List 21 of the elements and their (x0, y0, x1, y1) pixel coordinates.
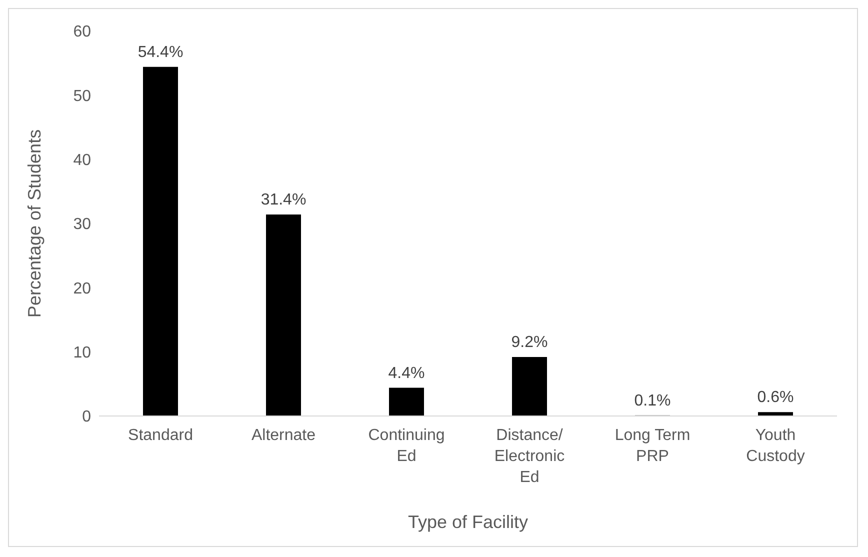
data-label: 31.4% (260, 192, 306, 209)
x-tick-label: Standard (128, 427, 193, 444)
y-tick-label: 20 (73, 280, 92, 298)
y-axis-title: Percentage of Students (24, 129, 44, 318)
y-tick-label: 10 (73, 344, 92, 362)
x-tick-label: Youth Custody (746, 427, 805, 465)
data-label: 4.4% (388, 364, 425, 382)
y-tick-label: 30 (73, 216, 92, 234)
y-tick-label: 0 (82, 408, 92, 426)
data-label: 54.4% (138, 44, 184, 61)
x-tick-label: Long Term PRP (614, 427, 690, 465)
x-axis-title: Type of Facility (408, 512, 528, 532)
y-tick-label: 50 (73, 88, 92, 105)
data-label: 9.2% (511, 334, 548, 351)
data-label: 0.6% (757, 389, 794, 406)
y-tick-label: 40 (73, 152, 92, 170)
data-label: 0.1% (634, 392, 671, 410)
x-tick-label: Distance/Electronic Ed (494, 427, 565, 486)
x-tick-label: Continuing Ed (368, 427, 445, 465)
x-tick-label: Alternate (251, 427, 316, 444)
y-tick-label: 60 (73, 24, 92, 41)
